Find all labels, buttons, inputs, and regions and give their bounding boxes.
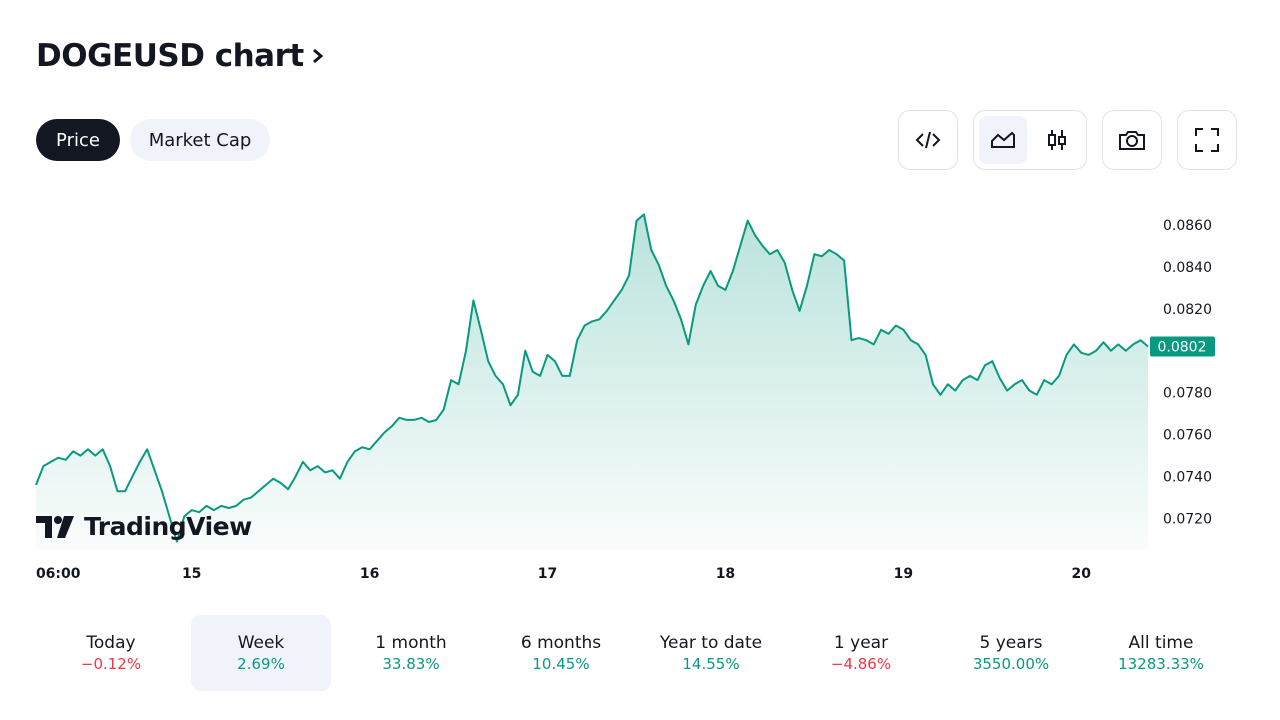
y-tick-label: 0.0860 — [1163, 218, 1212, 234]
last-price-label: 0.0802 — [1158, 340, 1207, 356]
period-change: 2.69% — [237, 655, 285, 673]
period-label: Today — [86, 633, 136, 653]
page-title[interactable]: DOGEUSD chart — [36, 38, 326, 74]
period-item[interactable]: 1 year −4.86% — [791, 615, 931, 691]
tab-market-cap[interactable]: Market Cap — [130, 119, 270, 161]
fullscreen-icon — [1195, 128, 1219, 152]
period-item[interactable]: Today −0.12% — [41, 615, 181, 691]
x-tick-label: 15 — [182, 566, 201, 582]
period-label: Week — [237, 633, 285, 653]
fullscreen-button[interactable] — [1177, 110, 1237, 170]
title-text: DOGEUSD chart — [36, 38, 304, 74]
area-icon — [991, 131, 1015, 148]
period-item[interactable]: All time 13283.33% — [1091, 615, 1231, 691]
price-area — [36, 214, 1148, 550]
tab-price[interactable]: Price — [36, 119, 120, 161]
period-item[interactable]: Week 2.69% — [191, 615, 331, 691]
embed-icon — [915, 131, 941, 149]
price-line — [35, 213, 1149, 543]
period-change: 3550.00% — [972, 655, 1050, 673]
y-tick-label: 0.0740 — [1163, 470, 1212, 486]
title-arrow — [312, 48, 324, 64]
x-tick-label: 16 — [360, 566, 379, 582]
period-change: −4.86% — [830, 655, 892, 673]
period-item[interactable]: Year to date 14.55% — [641, 615, 781, 691]
x-tick-label: 19 — [894, 566, 913, 582]
y-tick-label: 0.0840 — [1163, 260, 1212, 276]
period-label: Year to date — [659, 633, 763, 653]
period-label: All time — [1128, 633, 1194, 653]
watermark-text: TradingView — [84, 512, 252, 541]
x-tick-label: 18 — [716, 566, 735, 582]
period-change: 14.55% — [682, 655, 740, 673]
area-style-button[interactable] — [979, 116, 1027, 164]
candle-style-button[interactable] — [1033, 116, 1081, 164]
y-tick-label: 0.0820 — [1163, 302, 1212, 318]
last-price-badge — [1150, 336, 1215, 357]
period-label: 1 month — [375, 633, 447, 653]
period-item[interactable]: 1 month 33.83% — [341, 615, 481, 691]
period-change: 13283.33% — [1118, 655, 1204, 673]
watermark: TradingView — [36, 512, 252, 541]
y-tick-label: 0.0760 — [1163, 428, 1212, 444]
period-label: 6 months — [520, 633, 602, 653]
period-change: −0.12% — [80, 655, 142, 673]
period-label: 1 year — [833, 633, 889, 653]
chart-style-group — [973, 110, 1087, 170]
x-tick-label: 17 — [538, 566, 557, 582]
camera-icon — [1119, 131, 1145, 150]
y-tick-label: 0.0720 — [1163, 512, 1212, 528]
snapshot-button[interactable] — [1102, 110, 1162, 170]
period-change: 33.83% — [382, 655, 440, 673]
period-item[interactable]: 6 months 10.45% — [491, 615, 631, 691]
embed-button[interactable] — [898, 110, 958, 170]
y-tick-label: 0.0780 — [1163, 386, 1212, 402]
price-chart: 0.07200.07400.07600.07800.08000.08200.08… — [35, 213, 1215, 582]
candle-icon — [1048, 130, 1066, 150]
period-item[interactable]: 5 years 3550.00% — [941, 615, 1081, 691]
x-tick-label: 06:00 — [36, 566, 81, 582]
period-label: 5 years — [979, 633, 1043, 653]
x-tick-label: 20 — [1072, 566, 1092, 582]
watermark-logo — [36, 515, 74, 538]
period-change: 10.45% — [532, 655, 590, 673]
